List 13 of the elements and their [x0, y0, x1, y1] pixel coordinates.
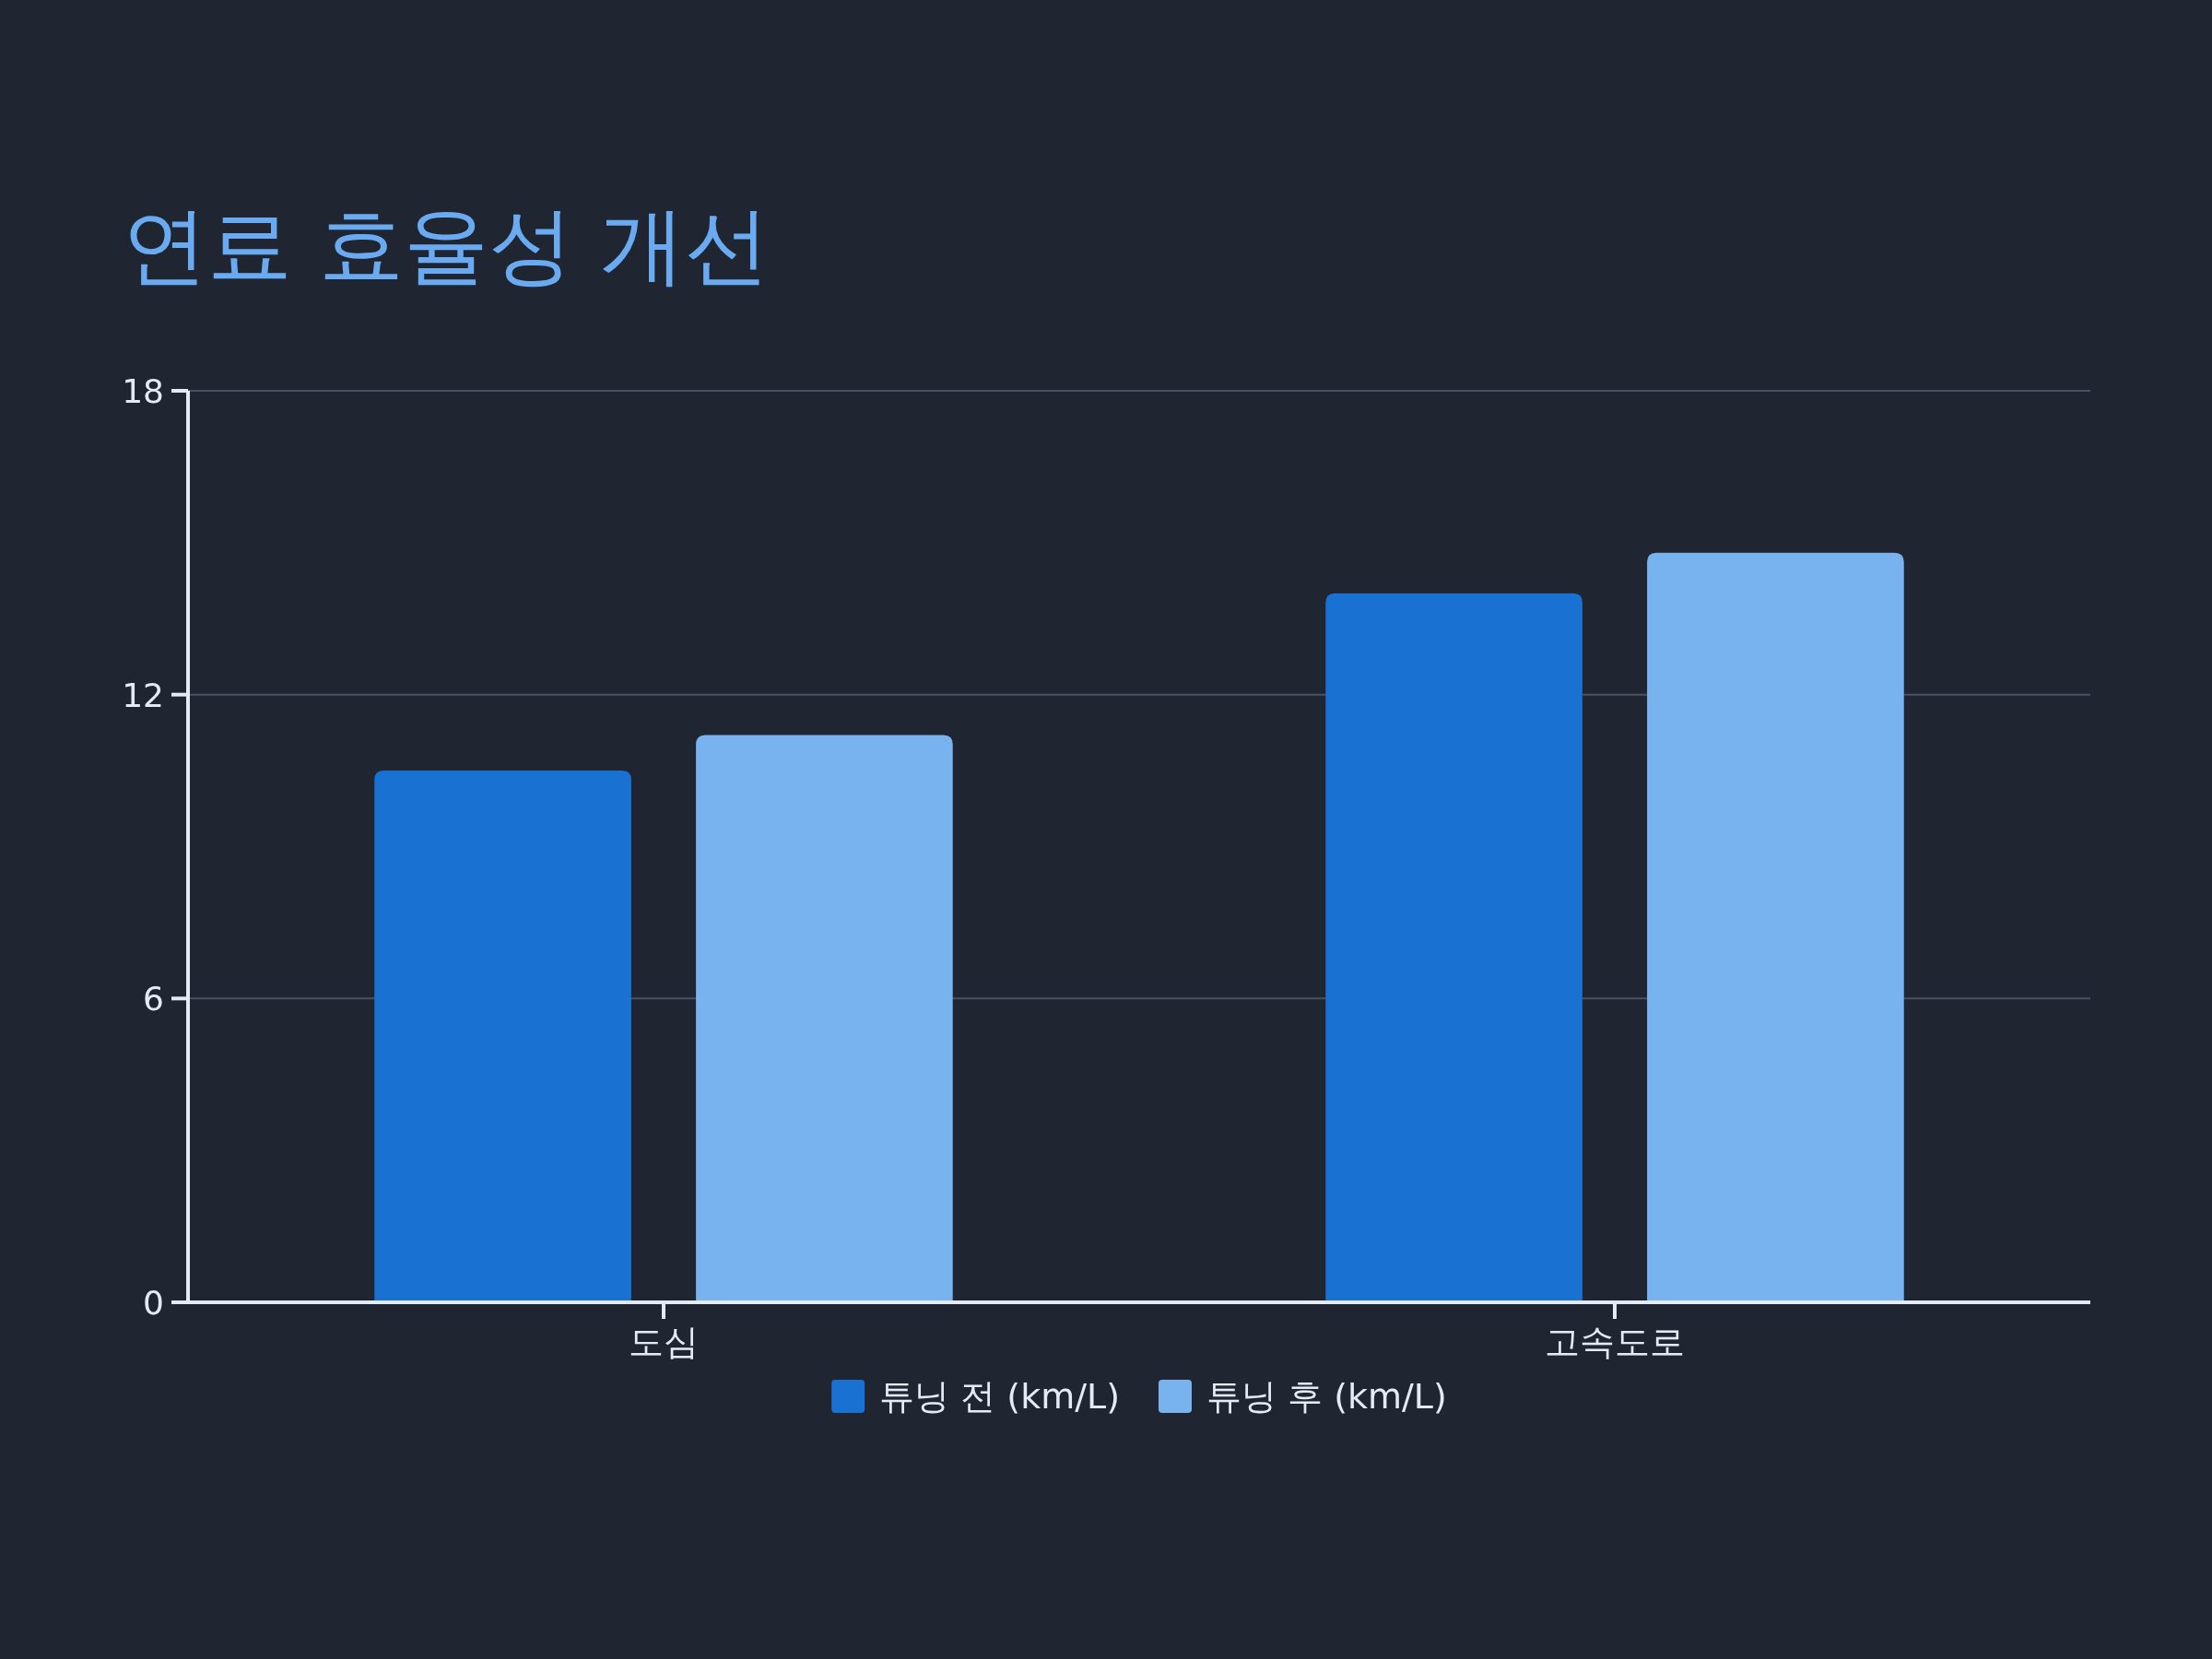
bar — [374, 771, 631, 1302]
y-tick-label: 6 — [143, 980, 164, 1018]
x-tick-label: 고속도로 — [1545, 1322, 1685, 1362]
x-tick-label: 도심 — [629, 1322, 699, 1362]
bar — [1325, 593, 1583, 1302]
bar — [1647, 552, 1904, 1302]
y-tick-label: 12 — [122, 676, 164, 714]
legend-label: 튜닝 전 (km/L) — [879, 1376, 1120, 1417]
chart-title: 연료 효율성 개선 — [123, 196, 771, 295]
y-tick-label: 0 — [143, 1284, 164, 1322]
legend-label: 튜닝 후 (km/L) — [1206, 1376, 1447, 1417]
y-tick-label: 18 — [122, 372, 164, 410]
bar — [696, 735, 953, 1302]
